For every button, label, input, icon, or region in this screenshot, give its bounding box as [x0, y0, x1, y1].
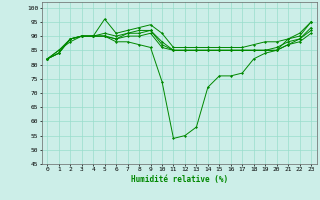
X-axis label: Humidité relative (%): Humidité relative (%): [131, 175, 228, 184]
